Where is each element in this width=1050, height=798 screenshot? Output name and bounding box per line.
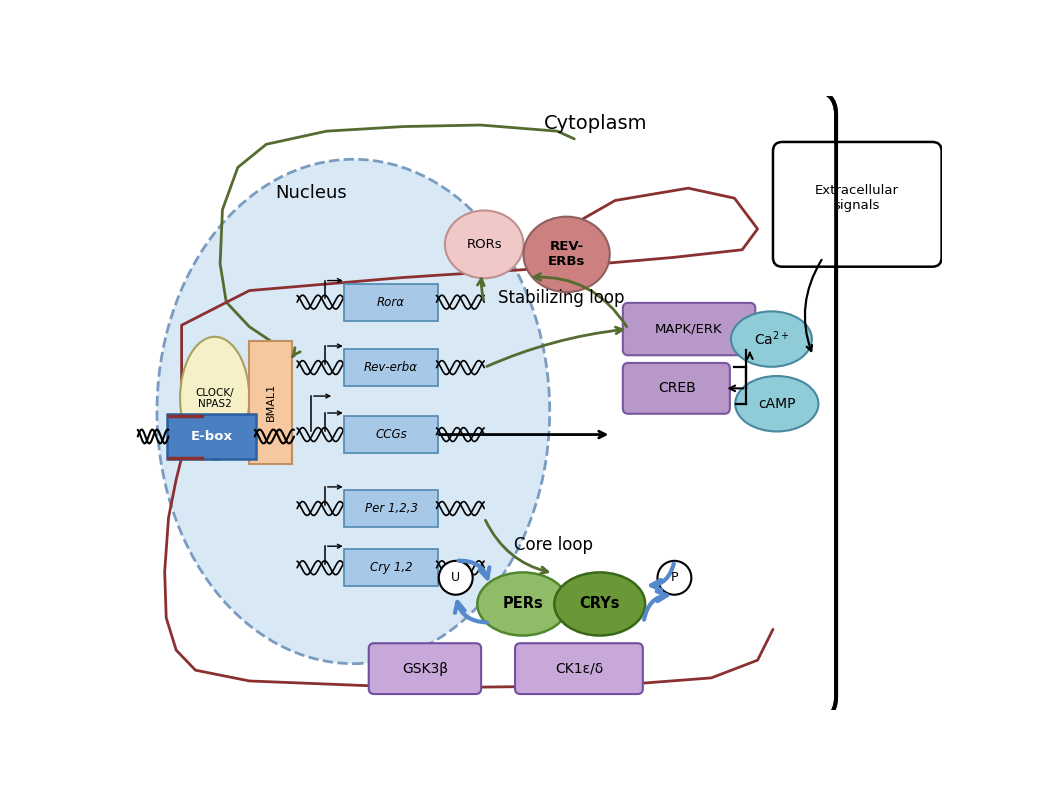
Text: RORs: RORs [466, 238, 502, 251]
Text: Extracellular
signals: Extracellular signals [815, 184, 899, 212]
Text: E-box: E-box [191, 430, 233, 443]
Ellipse shape [181, 337, 250, 460]
Text: Nucleus: Nucleus [275, 184, 346, 202]
Text: Cytoplasm: Cytoplasm [544, 114, 648, 133]
Text: CLOCK/
NPAS2: CLOCK/ NPAS2 [195, 388, 234, 409]
Text: Core loop: Core loop [514, 535, 593, 554]
Ellipse shape [524, 216, 610, 292]
Ellipse shape [731, 311, 812, 367]
Text: Rorα: Rorα [377, 295, 405, 309]
Text: Cry 1,2: Cry 1,2 [370, 561, 413, 575]
Ellipse shape [478, 572, 568, 635]
FancyBboxPatch shape [773, 142, 942, 267]
Text: Ca$^{2+}$: Ca$^{2+}$ [754, 330, 790, 349]
FancyBboxPatch shape [623, 303, 755, 355]
Ellipse shape [735, 376, 818, 432]
FancyBboxPatch shape [514, 643, 643, 694]
FancyBboxPatch shape [167, 414, 256, 459]
FancyBboxPatch shape [344, 490, 438, 527]
Text: GSK3β: GSK3β [402, 662, 448, 676]
FancyBboxPatch shape [344, 349, 438, 386]
Text: CK1ε/δ: CK1ε/δ [554, 662, 603, 676]
Text: Per 1,2,3: Per 1,2,3 [364, 502, 418, 515]
Text: cAMP: cAMP [758, 397, 796, 411]
Circle shape [657, 561, 691, 595]
Text: U: U [452, 571, 460, 584]
Text: CREB: CREB [658, 381, 695, 395]
FancyBboxPatch shape [116, 90, 836, 721]
Text: REV-
ERBs: REV- ERBs [548, 240, 585, 268]
FancyBboxPatch shape [344, 416, 438, 453]
Text: CRYs: CRYs [580, 596, 620, 611]
FancyBboxPatch shape [623, 363, 730, 414]
FancyBboxPatch shape [369, 643, 481, 694]
Text: MAPK/ERK: MAPK/ERK [655, 322, 722, 336]
Ellipse shape [554, 572, 645, 635]
Text: PERs: PERs [502, 596, 543, 611]
FancyBboxPatch shape [344, 283, 438, 321]
Circle shape [439, 561, 472, 595]
FancyBboxPatch shape [344, 549, 438, 587]
Text: Stabilizing loop: Stabilizing loop [498, 289, 625, 307]
Text: P: P [671, 571, 678, 584]
Text: CCGs: CCGs [375, 428, 407, 441]
FancyBboxPatch shape [250, 342, 293, 464]
Text: Rev-erbα: Rev-erbα [364, 361, 418, 374]
Text: BMAL1: BMAL1 [266, 383, 276, 421]
Ellipse shape [158, 160, 550, 664]
Ellipse shape [445, 211, 524, 279]
